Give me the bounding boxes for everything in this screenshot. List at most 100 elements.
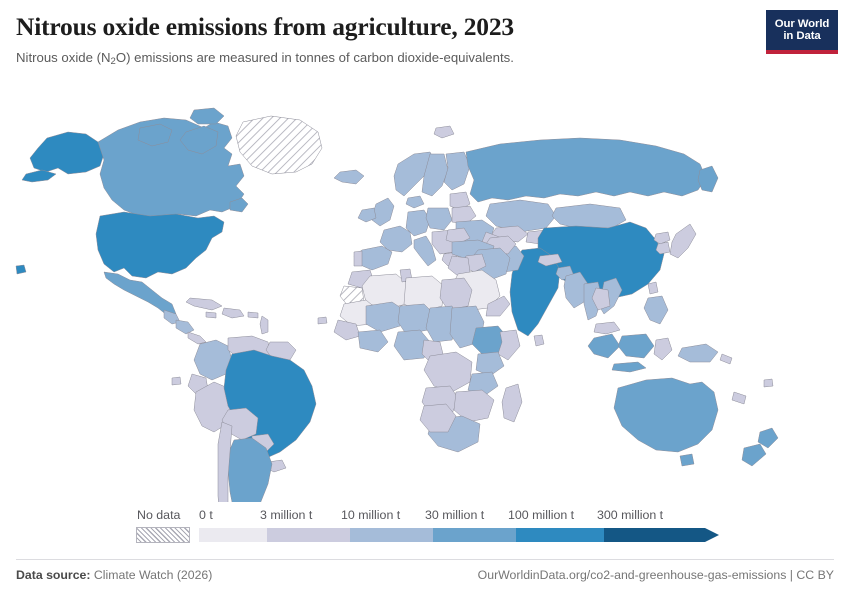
country-finland[interactable]: [444, 152, 470, 190]
legend-swatch-bin-1[interactable]: [267, 527, 350, 543]
world-choropleth-map[interactable]: [0, 92, 850, 502]
chart-subtitle: Nitrous oxide (N2O) emissions are measur…: [16, 49, 834, 67]
country-italy[interactable]: [414, 236, 436, 266]
country-lesser-antilles[interactable]: [260, 316, 268, 334]
country-ireland[interactable]: [358, 208, 376, 222]
country-poland[interactable]: [426, 208, 452, 230]
country-new-zealand[interactable]: [758, 428, 778, 448]
legend-swatch-bin-5[interactable]: [604, 527, 705, 543]
legend-tick-1: 3 million t: [260, 508, 313, 522]
subtitle-part-1: Nitrous oxide (N: [16, 50, 111, 66]
country-denmark[interactable]: [406, 196, 424, 208]
country-newfoundland[interactable]: [230, 198, 248, 212]
country-mexico[interactable]: [104, 272, 176, 316]
country-solomon-islands[interactable]: [720, 354, 732, 364]
country-kamchatka[interactable]: [698, 166, 718, 192]
country-galapagos[interactable]: [172, 377, 181, 385]
country-sumatra[interactable]: [588, 334, 620, 358]
country-norway[interactable]: [394, 152, 436, 196]
country-sri-lanka[interactable]: [534, 335, 544, 346]
legend-swatch-bin-0[interactable]: [199, 527, 267, 543]
subtitle-part-2: O) emissions are measured in tonnes of c…: [115, 50, 514, 66]
country-costa-rica-panama[interactable]: [188, 332, 206, 344]
country-myanmar[interactable]: [564, 272, 588, 308]
data-source-label: Data source:: [16, 568, 91, 582]
country-iceland[interactable]: [334, 170, 364, 184]
country-baffin-island[interactable]: [180, 126, 218, 154]
owid-logo-line1: Our World: [774, 17, 830, 30]
country-laos-cambodia[interactable]: [592, 288, 610, 310]
legend-tick-3: 30 million t: [425, 508, 485, 522]
country-dr-congo[interactable]: [424, 352, 472, 392]
source-url-note[interactable]: OurWorldinData.org/co2-and-greenhouse-ga…: [477, 568, 834, 582]
country-alaska[interactable]: [30, 132, 104, 174]
country-belarus[interactable]: [452, 206, 476, 224]
country-chile[interactable]: [218, 422, 234, 502]
country-nepal-bhutan[interactable]: [538, 254, 562, 266]
legend-tick-2: 10 million t: [341, 508, 401, 522]
country-papua-new-guinea[interactable]: [678, 344, 718, 362]
country-hawaii[interactable]: [16, 265, 26, 274]
country-java[interactable]: [612, 362, 646, 372]
country-germany[interactable]: [406, 210, 430, 236]
legend-swatch-bin-2[interactable]: [350, 527, 433, 543]
legend-tick-labels: No data 0 t 3 million t 10 million t 30 …: [0, 508, 850, 525]
legend-swatch-no-data[interactable]: [136, 527, 190, 543]
legend-swatch-bin-3[interactable]: [433, 527, 516, 543]
country-north-korea[interactable]: [654, 232, 670, 244]
country-france[interactable]: [380, 226, 412, 252]
world-map-container[interactable]: [0, 92, 850, 502]
country-new-zealand-south[interactable]: [742, 444, 766, 466]
country-portugal[interactable]: [354, 251, 362, 266]
country-philippines[interactable]: [644, 296, 668, 324]
country-united-kingdom[interactable]: [372, 198, 394, 226]
legend-color-bar[interactable]: [0, 527, 850, 545]
country-ivory-ghana[interactable]: [358, 330, 388, 352]
country-ellesmere[interactable]: [190, 108, 224, 124]
country-taiwan[interactable]: [648, 282, 658, 294]
country-madagascar[interactable]: [502, 384, 522, 422]
country-united-states[interactable]: [96, 212, 224, 278]
country-senegal-guinea[interactable]: [334, 320, 360, 340]
legend-tick-4: 100 million t: [508, 508, 575, 522]
country-puerto-rico[interactable]: [248, 312, 258, 318]
country-aleutians[interactable]: [22, 170, 56, 182]
country-mali[interactable]: [366, 302, 404, 332]
country-south-korea[interactable]: [656, 242, 670, 254]
country-tanzania[interactable]: [468, 372, 498, 396]
country-borneo[interactable]: [618, 334, 654, 358]
country-jamaica[interactable]: [206, 312, 216, 318]
country-greenland[interactable]: [235, 115, 323, 175]
legend-no-data-label: No data: [137, 508, 181, 522]
country-victoria-island[interactable]: [138, 124, 172, 146]
country-egypt[interactable]: [440, 278, 472, 310]
country-sulawesi[interactable]: [654, 338, 672, 360]
legend-swatch-bin-4[interactable]: [516, 527, 604, 543]
country-new-caledonia[interactable]: [732, 392, 746, 404]
country-cuba[interactable]: [186, 298, 222, 310]
country-australia[interactable]: [614, 378, 718, 452]
country-sweden[interactable]: [422, 154, 448, 196]
country-nigeria[interactable]: [394, 330, 430, 360]
country-namibia-bots[interactable]: [420, 404, 456, 432]
country-yemen-oman[interactable]: [486, 296, 510, 316]
country-svalbard[interactable]: [434, 126, 454, 138]
country-kazakhstan[interactable]: [486, 200, 556, 232]
country-japan[interactable]: [670, 224, 696, 258]
country-somalia[interactable]: [498, 330, 520, 360]
country-argentina[interactable]: [228, 438, 272, 502]
country-russia[interactable]: [466, 138, 706, 202]
country-malaysia[interactable]: [594, 322, 620, 334]
country-tasmania[interactable]: [680, 454, 694, 466]
owid-logo[interactable]: Our World in Data: [766, 10, 838, 54]
country-hispaniola[interactable]: [222, 308, 244, 318]
owid-logo-line2: in Data: [783, 30, 821, 42]
map-legend: No data 0 t 3 million t 10 million t 30 …: [0, 508, 850, 554]
country-zambia-moz[interactable]: [454, 390, 494, 422]
country-fiji[interactable]: [764, 379, 773, 387]
country-honduras-nicaragua[interactable]: [176, 320, 194, 334]
country-libya[interactable]: [404, 276, 444, 312]
country-kenya[interactable]: [476, 352, 504, 376]
country-cape-verde[interactable]: [318, 317, 327, 324]
footer-divider: [16, 559, 834, 560]
